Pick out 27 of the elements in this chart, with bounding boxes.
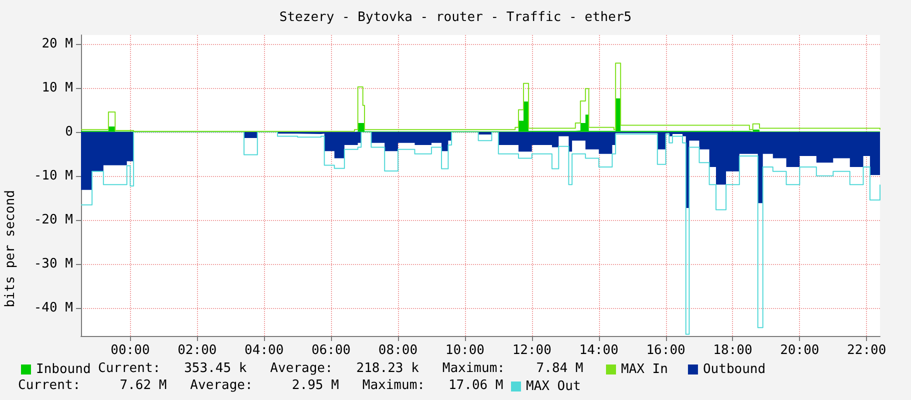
x-tick-label: 00:00 [110, 343, 150, 358]
y-tick-label: -40 M [34, 300, 74, 316]
x-tick-label: 22:00 [847, 343, 886, 358]
y-tick-label: -10 M [34, 168, 74, 184]
text: Current: 7.62 M Average: 2.95 M Maximum: 17.06 M [18, 378, 504, 393]
legend-label: Inbound [36, 362, 91, 377]
x-tick-label: 02:00 [178, 343, 217, 358]
x-tick-label: 08:00 [378, 343, 418, 358]
y-tick-label: 0 [65, 124, 73, 140]
legend-label: MAX Out [526, 379, 581, 394]
x-tick-label: 10:00 [445, 343, 485, 358]
legend-label: Outbound [702, 362, 766, 377]
y-tick-label: 10 M [42, 80, 74, 96]
y-axis-title: bits per second [3, 190, 18, 308]
y-tick-label: -30 M [34, 256, 74, 272]
x-tick-label: 12:00 [512, 343, 552, 358]
x-tick-label: 20:00 [780, 343, 820, 358]
x-tick-label: 18:00 [713, 343, 752, 358]
chart-title: Stezery - Bytovka - router - Traffic - ether5 [279, 10, 632, 25]
x-tick-label: 14:00 [579, 343, 618, 358]
x-tick-label: 04:00 [244, 343, 284, 358]
text: Current: 353.45 k Average: 218.23 k Maximum: 7.84 M [98, 361, 584, 376]
y-tick-label: -20 M [34, 212, 74, 228]
x-tick-label: 06:00 [311, 343, 351, 358]
y-tick-label: 20 M [42, 36, 74, 52]
x-tick-label: 16:00 [646, 343, 686, 358]
legend-label: MAX In [621, 362, 668, 377]
